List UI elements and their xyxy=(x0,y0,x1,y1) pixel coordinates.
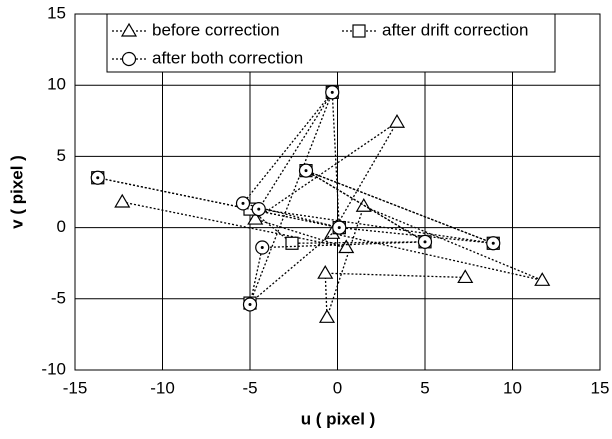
marker xyxy=(534,272,551,286)
x-axis-label: u ( pixel ) xyxy=(301,409,376,428)
marker-dot xyxy=(248,302,252,306)
y-tick-label: -10 xyxy=(41,359,66,378)
legend-label: after drift correction xyxy=(382,20,528,39)
marker-dot xyxy=(96,176,100,180)
marker xyxy=(318,309,336,323)
marker xyxy=(338,239,355,254)
marker xyxy=(285,236,299,250)
legend-box xyxy=(106,13,556,73)
marker-dot xyxy=(260,246,264,250)
marker xyxy=(457,269,474,284)
y-axis-label: v ( pixel ) xyxy=(7,155,26,229)
series-line xyxy=(97,91,494,305)
marker xyxy=(120,22,138,37)
marker-dot xyxy=(241,201,245,205)
y-tick-label: 0 xyxy=(57,217,66,236)
x-tick-label: 15 xyxy=(591,378,610,397)
y-tick-label: 15 xyxy=(47,3,66,22)
series-line xyxy=(122,121,543,318)
marker xyxy=(352,24,366,38)
x-tick-label: 5 xyxy=(420,378,429,397)
x-tick-label: -5 xyxy=(242,378,257,397)
x-tick-label: 0 xyxy=(333,378,342,397)
legend-label: after both correction xyxy=(152,48,303,67)
marker-dot xyxy=(423,240,427,244)
x-tick-label: -10 xyxy=(150,378,175,397)
marker xyxy=(121,51,137,67)
y-tick-label: -5 xyxy=(51,288,66,307)
marker xyxy=(317,264,334,279)
marker-dot xyxy=(491,241,495,245)
marker-dot xyxy=(337,226,341,230)
y-tick-label: 5 xyxy=(57,146,66,165)
y-tick-label: 10 xyxy=(47,75,66,94)
x-tick-label: 10 xyxy=(503,378,522,397)
marker-dot xyxy=(304,169,308,173)
marker xyxy=(388,114,406,128)
legend-label: before correction xyxy=(152,20,280,39)
marker-dot xyxy=(330,90,334,94)
series-line xyxy=(97,92,494,304)
marker-dot xyxy=(257,207,261,211)
marker xyxy=(114,193,131,208)
marker xyxy=(247,210,264,225)
x-tick-label: -15 xyxy=(63,378,88,397)
